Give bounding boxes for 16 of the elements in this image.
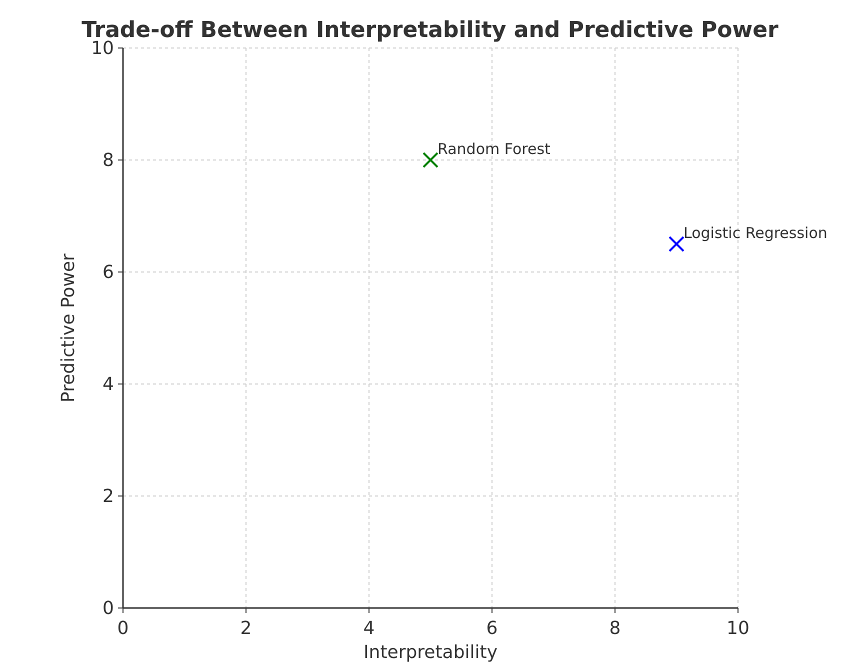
- series-label: Random Forest: [438, 140, 551, 158]
- x-tick-label: 2: [240, 618, 252, 639]
- y-tick-label: 6: [102, 262, 114, 283]
- x-tick-label: 6: [486, 618, 498, 639]
- y-axis-title: Predictive Power: [58, 252, 79, 402]
- y-tick-label: 8: [102, 150, 114, 171]
- x-tick-label: 10: [726, 618, 750, 639]
- x-tick-label: 8: [609, 618, 621, 639]
- y-tick-label: 10: [91, 38, 114, 59]
- x-tick-label: 4: [363, 618, 375, 639]
- x-axis-title: Interpretability: [364, 642, 498, 663]
- y-tick-label: 0: [102, 598, 114, 619]
- y-tick-label: 2: [102, 486, 114, 507]
- series-label: Logistic Regression: [684, 224, 828, 242]
- x-tick-label: 0: [117, 618, 129, 639]
- y-tick-label: 4: [102, 374, 114, 395]
